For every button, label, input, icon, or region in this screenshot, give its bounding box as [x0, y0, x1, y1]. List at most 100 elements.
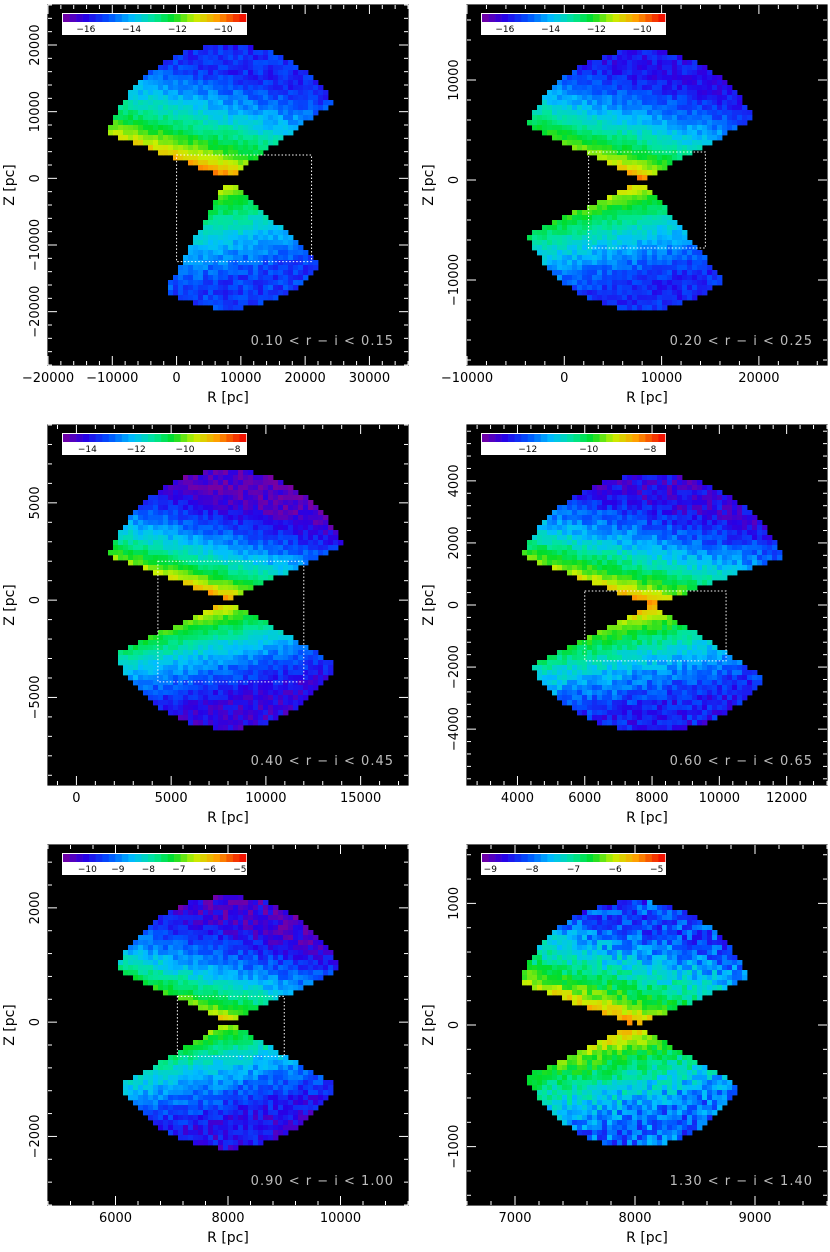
- heatmap-cell: [238, 500, 244, 506]
- heatmap-cell: [572, 505, 578, 511]
- heatmap-cell: [238, 265, 244, 271]
- heatmap-cell: [238, 630, 244, 636]
- heatmap-cell: [308, 655, 314, 661]
- heatmap-cell: [178, 105, 184, 111]
- heatmap-cell: [143, 90, 149, 96]
- heatmap-cell: [263, 520, 269, 526]
- heatmap-cell: [263, 515, 269, 521]
- heatmap-cell: [602, 60, 608, 66]
- heatmap-cell: [253, 125, 259, 131]
- heatmap-cell: [208, 475, 214, 481]
- heatmap-cell: [642, 280, 648, 286]
- heatmap-cell: [183, 140, 189, 146]
- heatmap-cell: [622, 140, 628, 146]
- heatmap-cell: [572, 235, 578, 241]
- heatmap-cell: [632, 85, 638, 91]
- heatmap-cell: [233, 645, 239, 651]
- heatmap-cell: [637, 115, 643, 121]
- heatmap-cell: [582, 520, 588, 526]
- heatmap-cell: [542, 235, 548, 241]
- heatmap-cell: [163, 555, 169, 561]
- y-tick-label: 20000: [28, 24, 43, 65]
- heatmap-cell: [697, 130, 703, 136]
- heatmap-cell: [213, 80, 219, 86]
- heatmap-cell: [657, 245, 663, 251]
- heatmap-cell: [193, 265, 199, 271]
- heatmap-cell: [592, 535, 598, 541]
- heatmap-cell: [707, 130, 713, 136]
- heatmap-cell: [208, 285, 214, 291]
- heatmap-cell: [213, 665, 219, 671]
- heatmap-cell: [328, 100, 334, 106]
- heatmap-cell: [138, 675, 144, 681]
- heatmap-cell: [707, 110, 713, 116]
- heatmap-cell: [657, 210, 663, 216]
- heatmap-cell: [188, 555, 194, 561]
- heatmap-cell: [193, 660, 199, 666]
- heatmap-cell: [233, 640, 239, 646]
- heatmap-cell: [532, 240, 538, 246]
- heatmap-cell: [213, 285, 219, 291]
- heatmap-cell: [238, 480, 244, 486]
- heatmap-cell: [258, 485, 264, 491]
- heatmap-cell: [198, 515, 204, 521]
- heatmap-cell: [223, 250, 229, 256]
- heatmap-cell: [208, 715, 214, 721]
- heatmap-cell: [213, 90, 219, 96]
- heatmap-cell: [647, 500, 653, 506]
- heatmap-cell: [208, 720, 214, 726]
- heatmap-cell: [637, 165, 643, 171]
- heatmap-cell: [183, 95, 189, 101]
- heatmap-cell: [647, 515, 653, 521]
- heatmap-cell: [258, 700, 264, 706]
- heatmap-cell: [168, 570, 174, 576]
- colorbar-segment: [625, 14, 633, 22]
- heatmap-cell: [612, 545, 618, 551]
- heatmap-cell: [273, 105, 279, 111]
- heatmap-cell: [627, 205, 633, 211]
- heatmap-cell: [597, 70, 603, 76]
- heatmap-cell: [158, 110, 164, 116]
- heatmap-cell: [702, 100, 708, 106]
- heatmap-cell: [238, 680, 244, 686]
- heatmap-cell: [223, 270, 229, 276]
- heatmap-cell: [148, 660, 154, 666]
- heatmap-cell: [607, 230, 613, 236]
- heatmap-cell: [243, 655, 249, 661]
- heatmap-cell: [617, 295, 623, 301]
- heatmap-cell: [183, 625, 189, 631]
- heatmap-cell: [667, 475, 673, 481]
- heatmap-cell: [258, 655, 264, 661]
- heatmap-cell: [263, 690, 269, 696]
- heatmap-cell: [188, 655, 194, 661]
- heatmap-cell: [318, 510, 324, 516]
- heatmap-cell: [637, 285, 643, 291]
- heatmap-cell: [238, 470, 244, 476]
- heatmap-cell: [213, 60, 219, 66]
- heatmap-cell: [183, 295, 189, 301]
- heatmap-cell: [582, 80, 588, 86]
- heatmap-cell: [238, 90, 244, 96]
- heatmap-cell: [572, 260, 578, 266]
- heatmap-cell: [597, 130, 603, 136]
- heatmap-cell: [273, 240, 279, 246]
- heatmap-cell: [602, 85, 608, 91]
- heatmap-cell: [592, 85, 598, 91]
- heatmap-cell: [562, 515, 568, 521]
- heatmap-cell: [218, 625, 224, 631]
- heatmap-cell: [213, 635, 219, 641]
- heatmap-cell: [198, 490, 204, 496]
- heatmap-cell: [607, 275, 613, 281]
- heatmap-cell: [273, 80, 279, 86]
- heatmap-cell: [283, 640, 289, 646]
- heatmap-cell: [223, 625, 229, 631]
- heatmap-cell: [163, 655, 169, 661]
- heatmap-cell: [218, 685, 224, 691]
- heatmap-cell: [128, 665, 134, 671]
- heatmap-cell: [283, 520, 289, 526]
- heatmap-cell: [253, 650, 259, 656]
- heatmap-cell: [293, 495, 299, 501]
- heatmap-cell: [537, 110, 543, 116]
- heatmap-cell: [268, 95, 274, 101]
- selection-box: [588, 151, 706, 249]
